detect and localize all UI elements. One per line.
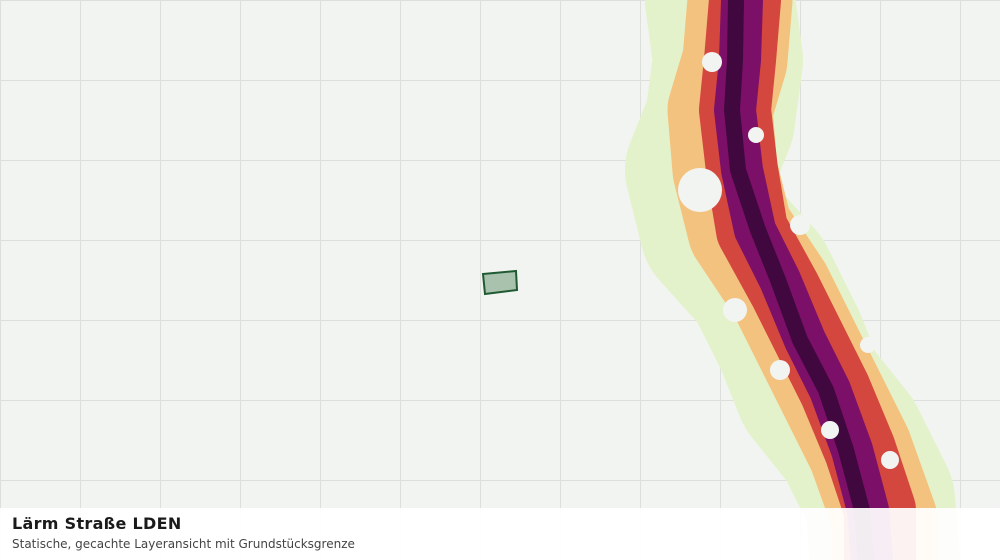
parcel-boundary [481, 269, 519, 296]
legend-subtitle: Statische, gecachte Layeransicht mit Gru… [12, 537, 355, 551]
noise-layer [625, 0, 960, 560]
legend-panel: Lärm Straße LDEN Statische, gecachte Lay… [0, 508, 1000, 560]
noise-gaps [678, 52, 899, 469]
legend-title: Lärm Straße LDEN [12, 514, 182, 533]
